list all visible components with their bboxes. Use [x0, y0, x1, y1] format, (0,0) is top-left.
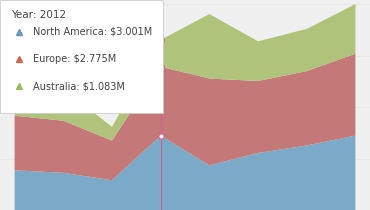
FancyBboxPatch shape [0, 0, 163, 113]
Text: Australia: $1.083M: Australia: $1.083M [33, 81, 125, 91]
Text: Year: 2012: Year: 2012 [11, 10, 66, 21]
Text: North America: $3.001M: North America: $3.001M [33, 26, 152, 37]
Text: Europe: $2.775M: Europe: $2.775M [33, 54, 117, 64]
